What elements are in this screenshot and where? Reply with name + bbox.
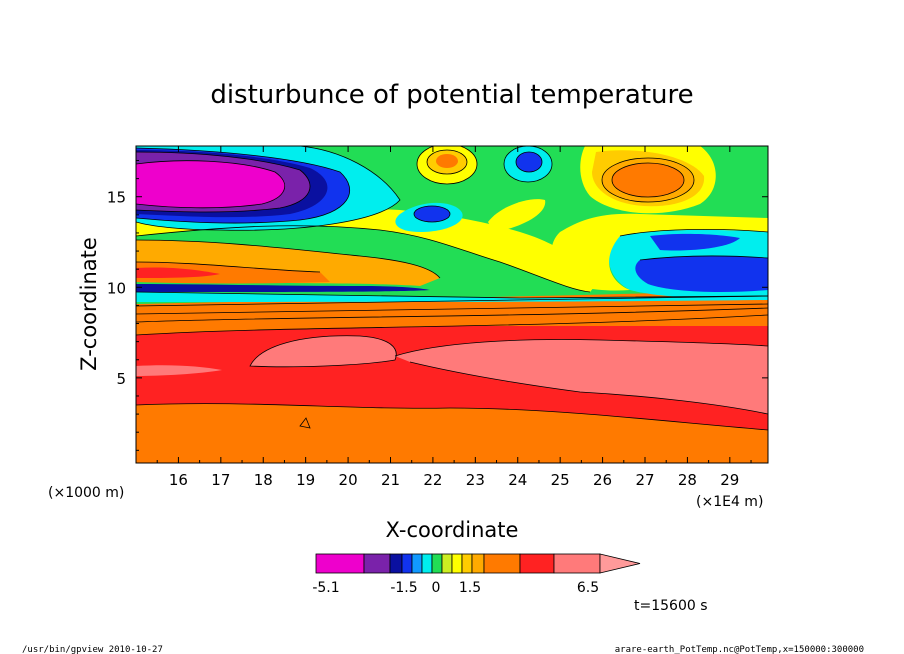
field-pink-cell-left — [250, 335, 397, 367]
field-yellow-blob — [488, 199, 546, 232]
x-tick-label: 19 — [296, 471, 315, 489]
field-right-blue-small — [650, 233, 740, 251]
x-tick-label: 23 — [466, 471, 485, 489]
x-axis-unit: (×1E4 m) — [696, 494, 763, 510]
x-axis: 16 17 18 19 20 21 22 23 24 25 26 27 28 29 — [156, 146, 752, 489]
colorbar-tick-label: -5.1 — [312, 580, 339, 596]
field-cyan-streak — [136, 292, 768, 302]
field-right-yellow — [551, 213, 768, 291]
x-tick-label: 21 — [381, 471, 400, 489]
footer-right: arare-earth_PotTemp.nc@PotTemp,x=150000:… — [615, 645, 864, 654]
colorbar-swatch-13 — [553, 553, 601, 574]
colorbar-swatch-0 — [315, 553, 365, 574]
x-tick-label: 27 — [635, 471, 654, 489]
colorbar-swatch-12 — [519, 553, 555, 574]
colorbar-swatch-8 — [451, 553, 463, 574]
colorbar-extend-arrow — [599, 553, 641, 574]
contour-field — [136, 146, 768, 463]
field-pink-cell-edge — [136, 365, 222, 376]
colorbar-swatch-1 — [363, 553, 391, 574]
colorbar-swatch-2 — [389, 553, 403, 574]
field-cold-cell-blue — [516, 152, 542, 172]
field-small-blue — [414, 206, 450, 222]
colorbar-swatch-7 — [441, 553, 453, 574]
colorbar-swatch-9 — [461, 553, 473, 574]
field-pink-cell-right — [395, 339, 768, 414]
field-upper-right-orange — [612, 163, 684, 197]
colorbar-swatch-5 — [421, 553, 433, 574]
colorbar-swatch-4 — [411, 553, 423, 574]
field-orange-core — [136, 262, 330, 284]
x-tick-label: 24 — [508, 471, 527, 489]
x-tick-label: 28 — [678, 471, 697, 489]
colorbar-tick-label: 6.5 — [577, 580, 599, 596]
chart-title: disturbunce of potential temperature — [210, 80, 693, 110]
y-axis-label: Z-coordinate — [77, 237, 101, 371]
field-right-blue — [635, 256, 768, 292]
field-red-core — [136, 267, 220, 278]
time-label: t=15600 s — [634, 598, 708, 614]
y-tick-label: 10 — [107, 279, 126, 297]
x-tick-label: 25 — [551, 471, 570, 489]
colorbar-tick-label: 1.5 — [459, 580, 481, 596]
x-tick-label: 22 — [423, 471, 442, 489]
colorbar-tick-label: 0 — [432, 580, 441, 596]
colorbar-swatch-11 — [483, 553, 521, 574]
field-yellow-band — [136, 207, 600, 292]
contour-lines — [136, 146, 768, 431]
colorbar-tick-labels: -5.1 -1.5 0 1.5 6.5 — [312, 580, 599, 596]
x-tick-label: 18 — [254, 471, 273, 489]
colorbar-swatch-6 — [431, 553, 443, 574]
x-tick-label: 26 — [593, 471, 612, 489]
field-dark-streak — [136, 284, 430, 292]
x-tick-label: 20 — [339, 471, 358, 489]
footer-left: /usr/bin/gpview 2010-10-27 — [22, 645, 163, 654]
x-tick-label: 17 — [211, 471, 230, 489]
plot-frame — [135, 145, 769, 464]
field-upper-left-magenta — [136, 160, 285, 208]
x-tick-label: 29 — [720, 471, 739, 489]
x-tick-label: 16 — [169, 471, 188, 489]
x-axis-label: X-coordinate — [386, 518, 519, 542]
y-tick-label: 15 — [107, 189, 126, 207]
colorbar-swatch-10 — [471, 553, 485, 574]
y-axis-unit: (×1000 m) — [48, 485, 124, 501]
field-upper-mid-orange — [436, 154, 458, 168]
y-axis: 5 10 15 — [107, 159, 768, 451]
colorbar — [315, 553, 641, 574]
colorbar-swatch-3 — [401, 553, 413, 574]
y-tick-label: 5 — [116, 370, 126, 388]
colorbar-tick-label: -1.5 — [390, 580, 417, 596]
